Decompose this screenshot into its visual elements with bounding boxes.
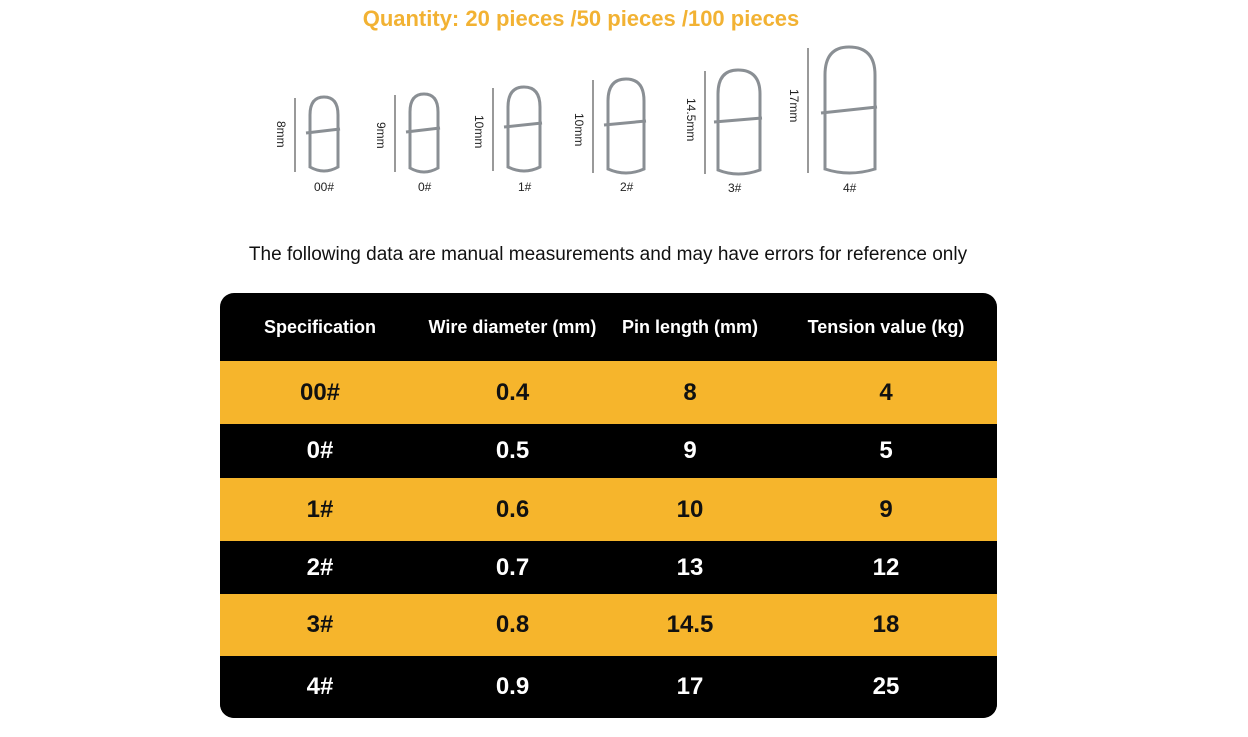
cell-tension-value: 25 xyxy=(872,673,900,700)
spec-label: 2# xyxy=(620,180,634,194)
size-label: 10mm xyxy=(472,115,486,149)
size-label: 8mm xyxy=(274,121,288,148)
cell-wire-diameter: 0.5 xyxy=(495,437,530,464)
snap-clip-icon xyxy=(704,68,763,176)
cell-wire-diameter: 0.9 xyxy=(495,673,530,700)
size-label: 17mm xyxy=(787,89,801,123)
header-wire-diameter: Wire diameter (mm) xyxy=(428,316,597,337)
snap-clip-icon xyxy=(592,77,647,175)
spec-label: 4# xyxy=(843,181,857,195)
measurement-note: The following data are manual measuremen… xyxy=(248,244,968,265)
spec-label: 3# xyxy=(728,181,742,195)
cell-tension-value: 4 xyxy=(879,378,893,406)
cell-tension-value: 18 xyxy=(872,611,900,638)
table-row: 00# 0.4 8 4 xyxy=(220,361,997,424)
table-row: 0# 0.5 9 5 xyxy=(220,424,997,478)
table-header-row: Specification Wire diameter (mm) Pin len… xyxy=(220,293,997,361)
cell-pin-length: 9 xyxy=(683,437,697,464)
header-tension-value: Tension value (kg) xyxy=(807,316,965,337)
snap-clip-icon xyxy=(807,45,878,175)
cell-tension-value: 5 xyxy=(879,437,893,464)
snap-clip-icon xyxy=(492,85,543,173)
cell-wire-diameter: 0.7 xyxy=(495,553,530,581)
spec-label: 00# xyxy=(314,180,335,194)
table-row: 3# 0.8 14.5 18 xyxy=(220,594,997,656)
header-specification: Specification xyxy=(263,316,377,337)
cell-pin-length: 17 xyxy=(676,673,704,700)
cell-wire-diameter: 0.8 xyxy=(495,611,530,638)
quantity-heading: Quantity: 20 pieces /50 pieces /100 piec… xyxy=(362,6,800,31)
cell-specification: 1# xyxy=(306,495,334,523)
cell-specification: 0# xyxy=(306,437,334,464)
size-label: 14.5mm xyxy=(684,98,698,142)
spec-label: 1# xyxy=(518,180,532,194)
clip-size-diagram: 8mm 00# 9mm 0# 10mm 1# 10mm 2# xyxy=(0,40,1248,210)
cell-pin-length: 8 xyxy=(683,378,697,406)
header-pin-length: Pin length (mm) xyxy=(622,316,758,337)
cell-tension-value: 12 xyxy=(872,553,900,581)
table-row: 4# 0.9 17 25 xyxy=(220,656,997,718)
cell-pin-length: 14.5 xyxy=(666,611,714,638)
size-label: 10mm xyxy=(572,113,586,147)
snap-clip-icon xyxy=(294,95,341,173)
cell-pin-length: 10 xyxy=(676,495,704,523)
snap-clip-icon xyxy=(394,92,441,174)
cell-specification: 4# xyxy=(306,673,334,700)
spec-label: 0# xyxy=(418,180,432,194)
cell-wire-diameter: 0.4 xyxy=(495,378,530,406)
cell-specification: 3# xyxy=(306,611,334,638)
cell-tension-value: 9 xyxy=(879,495,893,523)
cell-specification: 00# xyxy=(299,378,341,406)
spec-table: Specification Wire diameter (mm) Pin len… xyxy=(220,293,997,718)
cell-wire-diameter: 0.6 xyxy=(495,495,530,523)
size-label: 9mm xyxy=(374,122,388,149)
table-row: 2# 0.7 13 12 xyxy=(220,541,997,594)
table-row: 1# 0.6 10 9 xyxy=(220,478,997,541)
cell-specification: 2# xyxy=(306,553,334,581)
cell-pin-length: 13 xyxy=(676,553,704,581)
